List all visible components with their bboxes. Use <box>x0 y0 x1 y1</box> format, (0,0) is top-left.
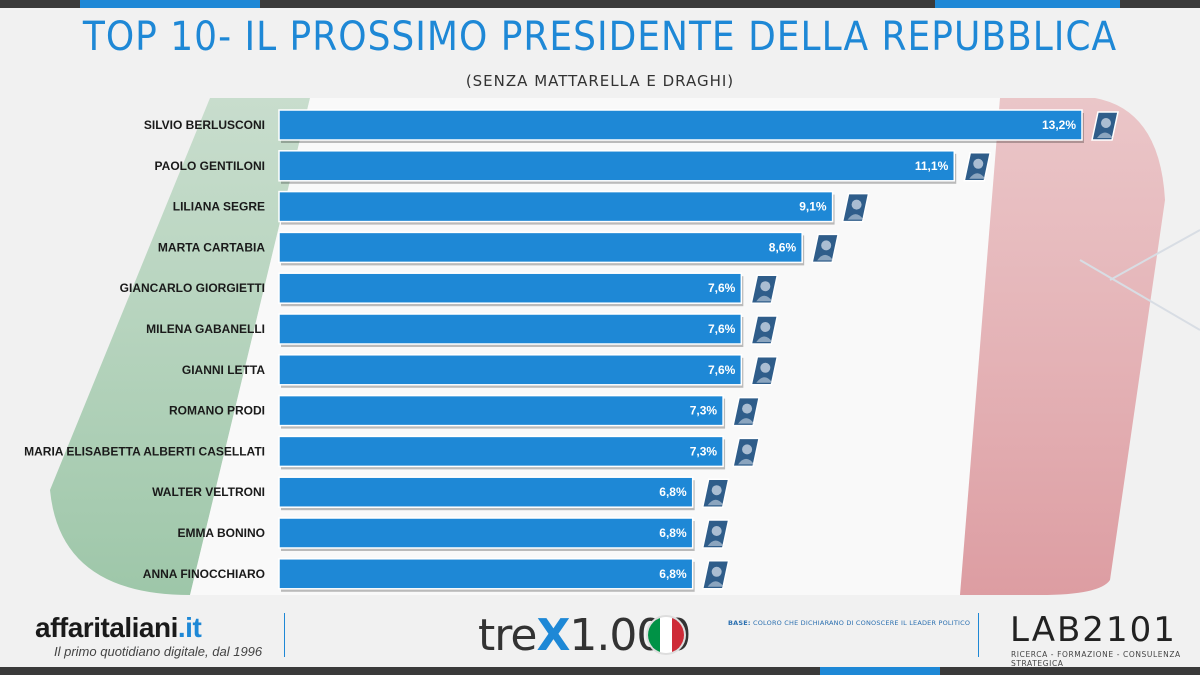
top-bar-accent-right <box>935 0 1120 8</box>
value-label: 7,3% <box>690 404 718 418</box>
value-label: 13,2% <box>1042 118 1076 132</box>
top-bar <box>0 0 1200 8</box>
candidate-photo-body <box>847 214 864 220</box>
italian-flag-icon <box>648 617 684 653</box>
candidate-photo-face <box>973 158 984 169</box>
candidate-photo-face <box>760 281 771 292</box>
candidate-photo-face <box>760 362 771 373</box>
footer-divider-right <box>978 613 979 657</box>
bar <box>278 313 743 345</box>
candidate-photo-body <box>707 581 724 587</box>
candidate-photo-body <box>738 418 755 424</box>
candidate-photo-body <box>756 336 773 342</box>
value-label: 7,3% <box>690 444 718 458</box>
affaritaliani-logo: affaritaliani.it <box>35 612 202 644</box>
candidate-photo-body <box>707 499 724 506</box>
lab2101-logo: LAB2101 <box>1010 610 1177 650</box>
value-label: 6,8% <box>659 567 687 581</box>
page-title: TOP 10- IL PROSSIMO PRESIDENTE DELLA REP… <box>82 14 1118 60</box>
bar <box>278 231 803 264</box>
base-note: BASE: COLORO CHE DICHIARANO DI CONOSCERE… <box>728 619 970 627</box>
candidate-photo-body <box>969 173 986 179</box>
bar <box>278 435 724 468</box>
bar <box>278 109 1083 141</box>
page-subtitle: (SENZA MATTARELLA E DRAGHI) <box>465 72 735 90</box>
candidate-photo-body <box>817 254 834 261</box>
candidate-photo-face <box>711 485 722 496</box>
base-text: COLORO CHE DICHIARANO DI CONOSCERE IL LE… <box>753 619 971 627</box>
value-label: 8,6% <box>769 240 797 254</box>
aff-logo-main: affaritaliani <box>35 612 178 643</box>
bar <box>278 150 955 182</box>
trex-logo-a: tre <box>478 610 537 661</box>
bottom-bar-accent <box>820 667 940 675</box>
value-label: 9,1% <box>799 200 827 214</box>
base-label: BASE: <box>728 619 751 627</box>
affaritaliani-tagline: Il primo quotidiano digitale, dal 1996 <box>54 644 263 659</box>
value-label: 7,6% <box>708 322 736 336</box>
bar <box>278 558 694 590</box>
bar <box>278 190 834 223</box>
footer-divider-left <box>284 613 285 657</box>
bar <box>278 517 694 549</box>
value-label: 7,6% <box>708 363 736 377</box>
category-label: MILENA GABANELLI <box>146 322 265 336</box>
category-label: ANNA FINOCCHIARO <box>143 567 265 581</box>
candidate-photo-face <box>1101 118 1111 128</box>
candidate-photo-face <box>711 526 722 536</box>
candidate-photo-face <box>742 403 753 414</box>
category-label: MARTA CARTABIA <box>158 240 265 254</box>
bar <box>278 272 743 304</box>
category-label: MARIA ELISABETTA ALBERTI CASELLATI <box>24 444 265 458</box>
bottom-bar <box>0 667 1200 675</box>
candidate-photo-body <box>756 377 773 383</box>
category-label: GIANCARLO GIORGIETTI <box>120 281 265 295</box>
candidate-photo-body <box>756 295 773 302</box>
flag-red-band <box>960 98 1165 595</box>
category-label: WALTER VELTRONI <box>152 485 265 499</box>
candidate-photo-face <box>851 199 862 210</box>
candidate-photo-face <box>760 322 771 332</box>
candidate-photo-face <box>711 566 722 577</box>
candidate-photo-body <box>1097 132 1113 138</box>
candidate-photo-body <box>738 458 755 465</box>
top-bar-accent-left <box>80 0 260 8</box>
candidate-photo-face <box>742 444 753 455</box>
trex-logo-x: X <box>536 610 570 661</box>
category-label: ROMANO PRODI <box>169 404 265 418</box>
category-label: EMMA BONINO <box>177 526 265 540</box>
category-label: SILVIO BERLUSCONI <box>144 118 265 132</box>
candidate-photo-face <box>821 240 832 251</box>
bar <box>278 354 743 386</box>
category-label: LILIANA SEGRE <box>173 200 265 214</box>
bar <box>278 476 694 508</box>
decor-lines <box>1079 229 1200 331</box>
candidate-photo-body <box>707 540 724 546</box>
category-label: PAOLO GENTILONI <box>155 159 265 173</box>
value-label: 6,8% <box>659 485 687 499</box>
category-label: GIANNI LETTA <box>182 363 265 377</box>
value-label: 7,6% <box>708 281 736 295</box>
value-label: 6,8% <box>659 526 687 540</box>
value-label: 11,1% <box>915 159 949 173</box>
flag-green-band <box>50 98 310 595</box>
bar <box>278 394 724 427</box>
lab2101-tagline: RICERCA - FORMAZIONE - CONSULENZA STRATE… <box>1011 650 1181 668</box>
aff-logo-tld: .it <box>177 612 202 643</box>
